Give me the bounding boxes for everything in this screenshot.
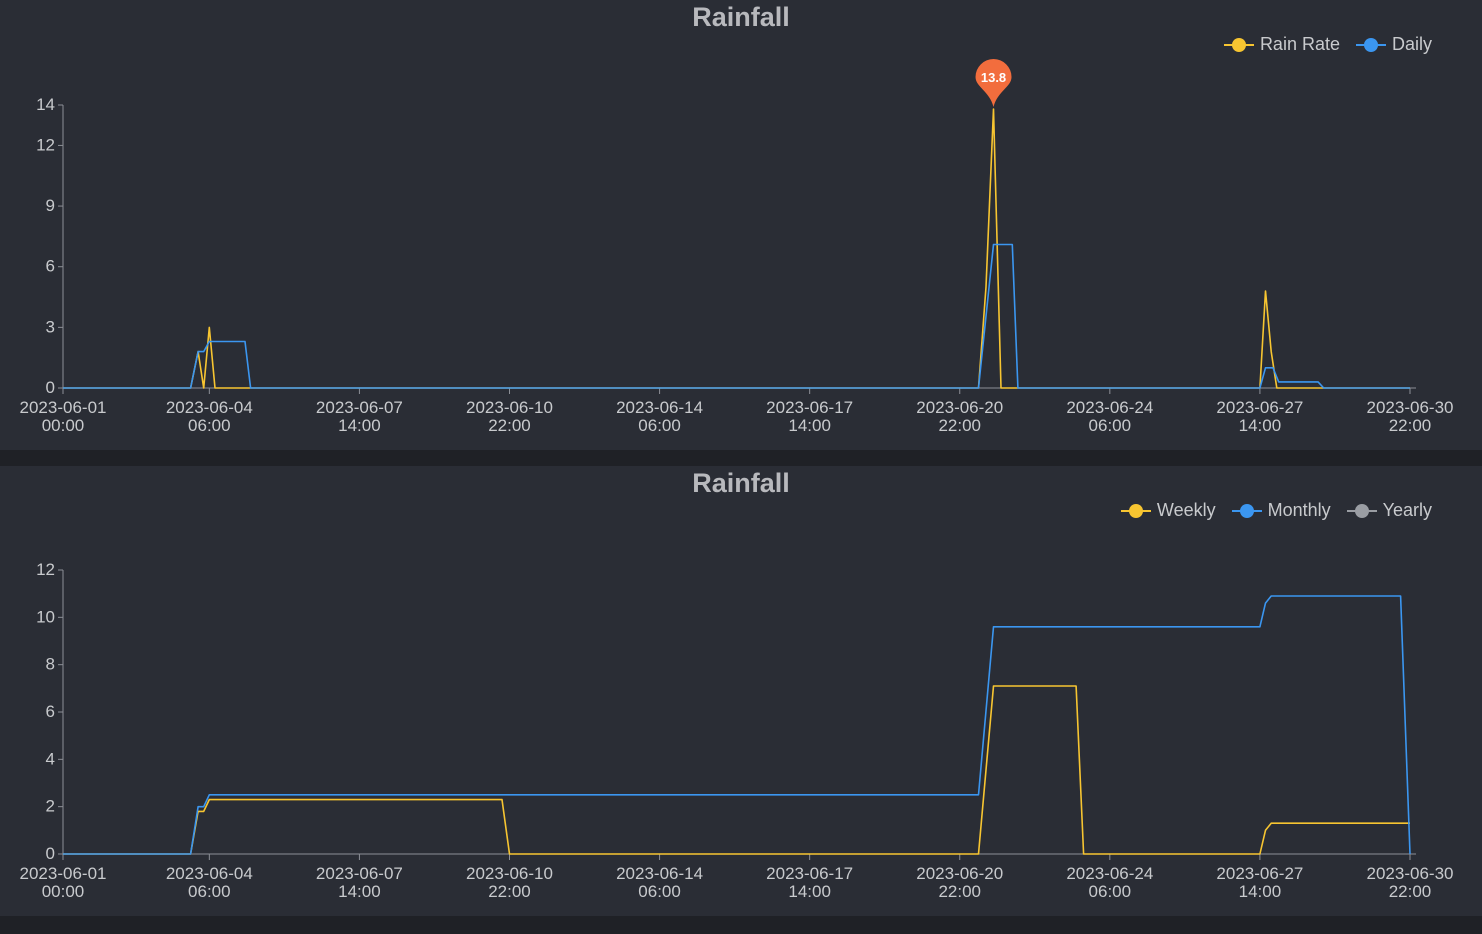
y-tick-label: 3 <box>46 317 55 336</box>
x-tick-label-date: 2023-06-14 <box>616 864 703 883</box>
x-tick-label-time: 06:00 <box>188 882 231 901</box>
x-tick-label-date: 2023-06-30 <box>1367 398 1454 417</box>
legend-item-monthly[interactable]: Monthly <box>1231 500 1331 521</box>
x-tick-label-time: 06:00 <box>1089 416 1132 435</box>
y-tick-label: 0 <box>46 378 55 397</box>
x-tick-label-time: 14:00 <box>788 882 831 901</box>
x-tick-label-time: 06:00 <box>1089 882 1132 901</box>
x-tick-label-time: 06:00 <box>638 416 681 435</box>
legend-swatch-monthly <box>1231 503 1262 518</box>
x-tick-label-date: 2023-06-07 <box>316 398 403 417</box>
x-tick-label-date: 2023-06-20 <box>916 398 1003 417</box>
legend-item-daily[interactable]: Daily <box>1355 34 1432 55</box>
x-tick-label-time: 22:00 <box>938 416 981 435</box>
legend-item-yearly[interactable]: Yearly <box>1346 500 1432 521</box>
legend-label-daily: Daily <box>1391 34 1432 54</box>
x-tick-label-date: 2023-06-10 <box>466 864 553 883</box>
x-tick-label-time: 22:00 <box>488 882 531 901</box>
legend-label-weekly: Weekly <box>1156 500 1216 520</box>
series-line-daily <box>63 243 1410 389</box>
y-tick-label: 0 <box>46 844 55 863</box>
rainfall-plot-1: 036912142023-06-0100:002023-06-0406:0020… <box>20 59 1454 435</box>
x-tick-label-date: 2023-06-17 <box>766 398 853 417</box>
legend-swatch-daily <box>1355 37 1386 52</box>
x-tick-label-time: 14:00 <box>788 416 831 435</box>
legend-swatch-rain-rate <box>1223 37 1254 52</box>
x-tick-label-date: 2023-06-04 <box>166 398 253 417</box>
chart-title: Rainfall <box>692 2 790 32</box>
y-tick-label: 12 <box>36 560 55 579</box>
y-tick-label: 10 <box>36 607 55 626</box>
x-tick-label-time: 22:00 <box>1389 882 1432 901</box>
x-tick-label-date: 2023-06-24 <box>1066 398 1153 417</box>
x-tick-label-date: 2023-06-07 <box>316 864 403 883</box>
x-tick-label-date: 2023-06-27 <box>1216 398 1303 417</box>
legend-label-monthly: Monthly <box>1267 500 1331 520</box>
legend-label-rain-rate: Rain Rate <box>1259 34 1340 54</box>
y-tick-label: 9 <box>46 196 55 215</box>
legend-swatch-yearly <box>1346 503 1377 518</box>
max-marker-label: 13.8 <box>981 70 1006 85</box>
x-tick-label-time: 22:00 <box>488 416 531 435</box>
x-tick-label-date: 2023-06-30 <box>1367 864 1454 883</box>
x-tick-label-date: 2023-06-10 <box>466 398 553 417</box>
x-tick-label-time: 00:00 <box>42 416 85 435</box>
x-tick-label-date: 2023-06-24 <box>1066 864 1153 883</box>
x-tick-label-time: 06:00 <box>638 882 681 901</box>
y-tick-label: 4 <box>46 749 55 768</box>
x-tick-label-time: 22:00 <box>938 882 981 901</box>
y-tick-label: 8 <box>46 655 55 674</box>
legend-swatch-weekly <box>1120 503 1151 518</box>
x-tick-label-time: 14:00 <box>338 882 381 901</box>
x-tick-label-date: 2023-06-14 <box>616 398 703 417</box>
chart-title: Rainfall <box>692 468 790 498</box>
legend-item-weekly[interactable]: Weekly <box>1120 500 1216 521</box>
x-tick-label-date: 2023-06-01 <box>20 398 107 417</box>
max-marker-pin <box>975 59 1012 108</box>
chart-legend: Weekly Monthly Yearly <box>1120 500 1432 521</box>
legend-label-yearly: Yearly <box>1382 500 1432 520</box>
series-line-monthly <box>63 595 1411 855</box>
x-tick-label-date: 2023-06-04 <box>166 864 253 883</box>
chart-legend: Rain Rate Daily <box>1223 34 1432 55</box>
x-tick-label-time: 14:00 <box>1239 416 1282 435</box>
x-tick-label-time: 14:00 <box>1239 882 1282 901</box>
series-line-weekly <box>63 685 1410 855</box>
y-tick-label: 6 <box>46 702 55 721</box>
rainfall-chart-panel-1: Rainfall Rain Rate Daily 0 3 6 9 12 14 2023-06… <box>0 0 1482 450</box>
series-line-rain-rate <box>63 108 1410 389</box>
x-tick-label-date: 2023-06-01 <box>20 864 107 883</box>
x-tick-label-time: 06:00 <box>188 416 231 435</box>
x-tick-label-date: 2023-06-17 <box>766 864 853 883</box>
x-tick-label-date: 2023-06-20 <box>916 864 1003 883</box>
y-tick-label: 12 <box>36 135 55 154</box>
y-tick-label: 6 <box>46 257 55 276</box>
x-tick-label-time: 00:00 <box>42 882 85 901</box>
rainfall-chart-panel-2: Rainfall Weekly Monthly Yearly 0 2 4 6 8 10 12… <box>0 466 1482 916</box>
x-tick-label-time: 14:00 <box>338 416 381 435</box>
legend-item-rain-rate[interactable]: Rain Rate <box>1223 34 1340 55</box>
y-tick-label: 2 <box>46 797 55 816</box>
y-tick-label: 14 <box>36 95 55 114</box>
x-tick-label-date: 2023-06-27 <box>1216 864 1303 883</box>
rainfall-plot-2: 0246810122023-06-0100:002023-06-0406:002… <box>20 560 1454 901</box>
x-tick-label-time: 22:00 <box>1389 416 1432 435</box>
